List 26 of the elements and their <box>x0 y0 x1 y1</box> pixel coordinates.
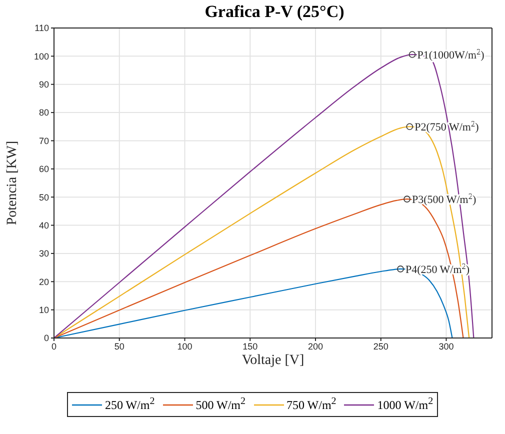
y-tick-label: 50 <box>38 192 49 202</box>
x-tick-label: 300 <box>438 341 454 352</box>
chart-title: Grafica P-V (25°C) <box>204 2 344 21</box>
x-axis-title: Voltaje [V] <box>242 353 304 368</box>
x-tick-label: 0 <box>51 341 57 352</box>
x-tick-label: 250 <box>373 341 388 352</box>
y-tick-label: 20 <box>38 276 49 287</box>
y-tick-label: 90 <box>38 80 49 90</box>
legend-label: 750 W/m$^{2}$ <box>286 396 336 413</box>
y-tick-label: 60 <box>38 164 49 174</box>
x-tick-label: 100 <box>177 341 192 352</box>
y-tick-label: 0 <box>44 333 49 344</box>
y-tick-label: 40 <box>38 220 49 230</box>
y-tick-label: 80 <box>38 108 49 118</box>
legend-label: 1000 W/m$^{2}$ <box>377 396 434 413</box>
y-tick-label: 70 <box>38 136 49 146</box>
y-tick-label: 10 <box>38 305 49 316</box>
y-tick-label: 30 <box>38 248 49 259</box>
y-tick-label: 100 <box>34 51 49 62</box>
legend-label: 500 W/m$^{2}$ <box>196 396 246 413</box>
x-tick-label: 150 <box>242 341 258 352</box>
y-tick-label: 110 <box>34 23 49 34</box>
y-axis-title: Potencia [KW] <box>5 140 20 226</box>
x-tick-label: 50 <box>114 341 124 352</box>
x-tick-label: 200 <box>308 341 324 352</box>
legend-label: 250 W/m$^{2}$ <box>104 396 155 413</box>
